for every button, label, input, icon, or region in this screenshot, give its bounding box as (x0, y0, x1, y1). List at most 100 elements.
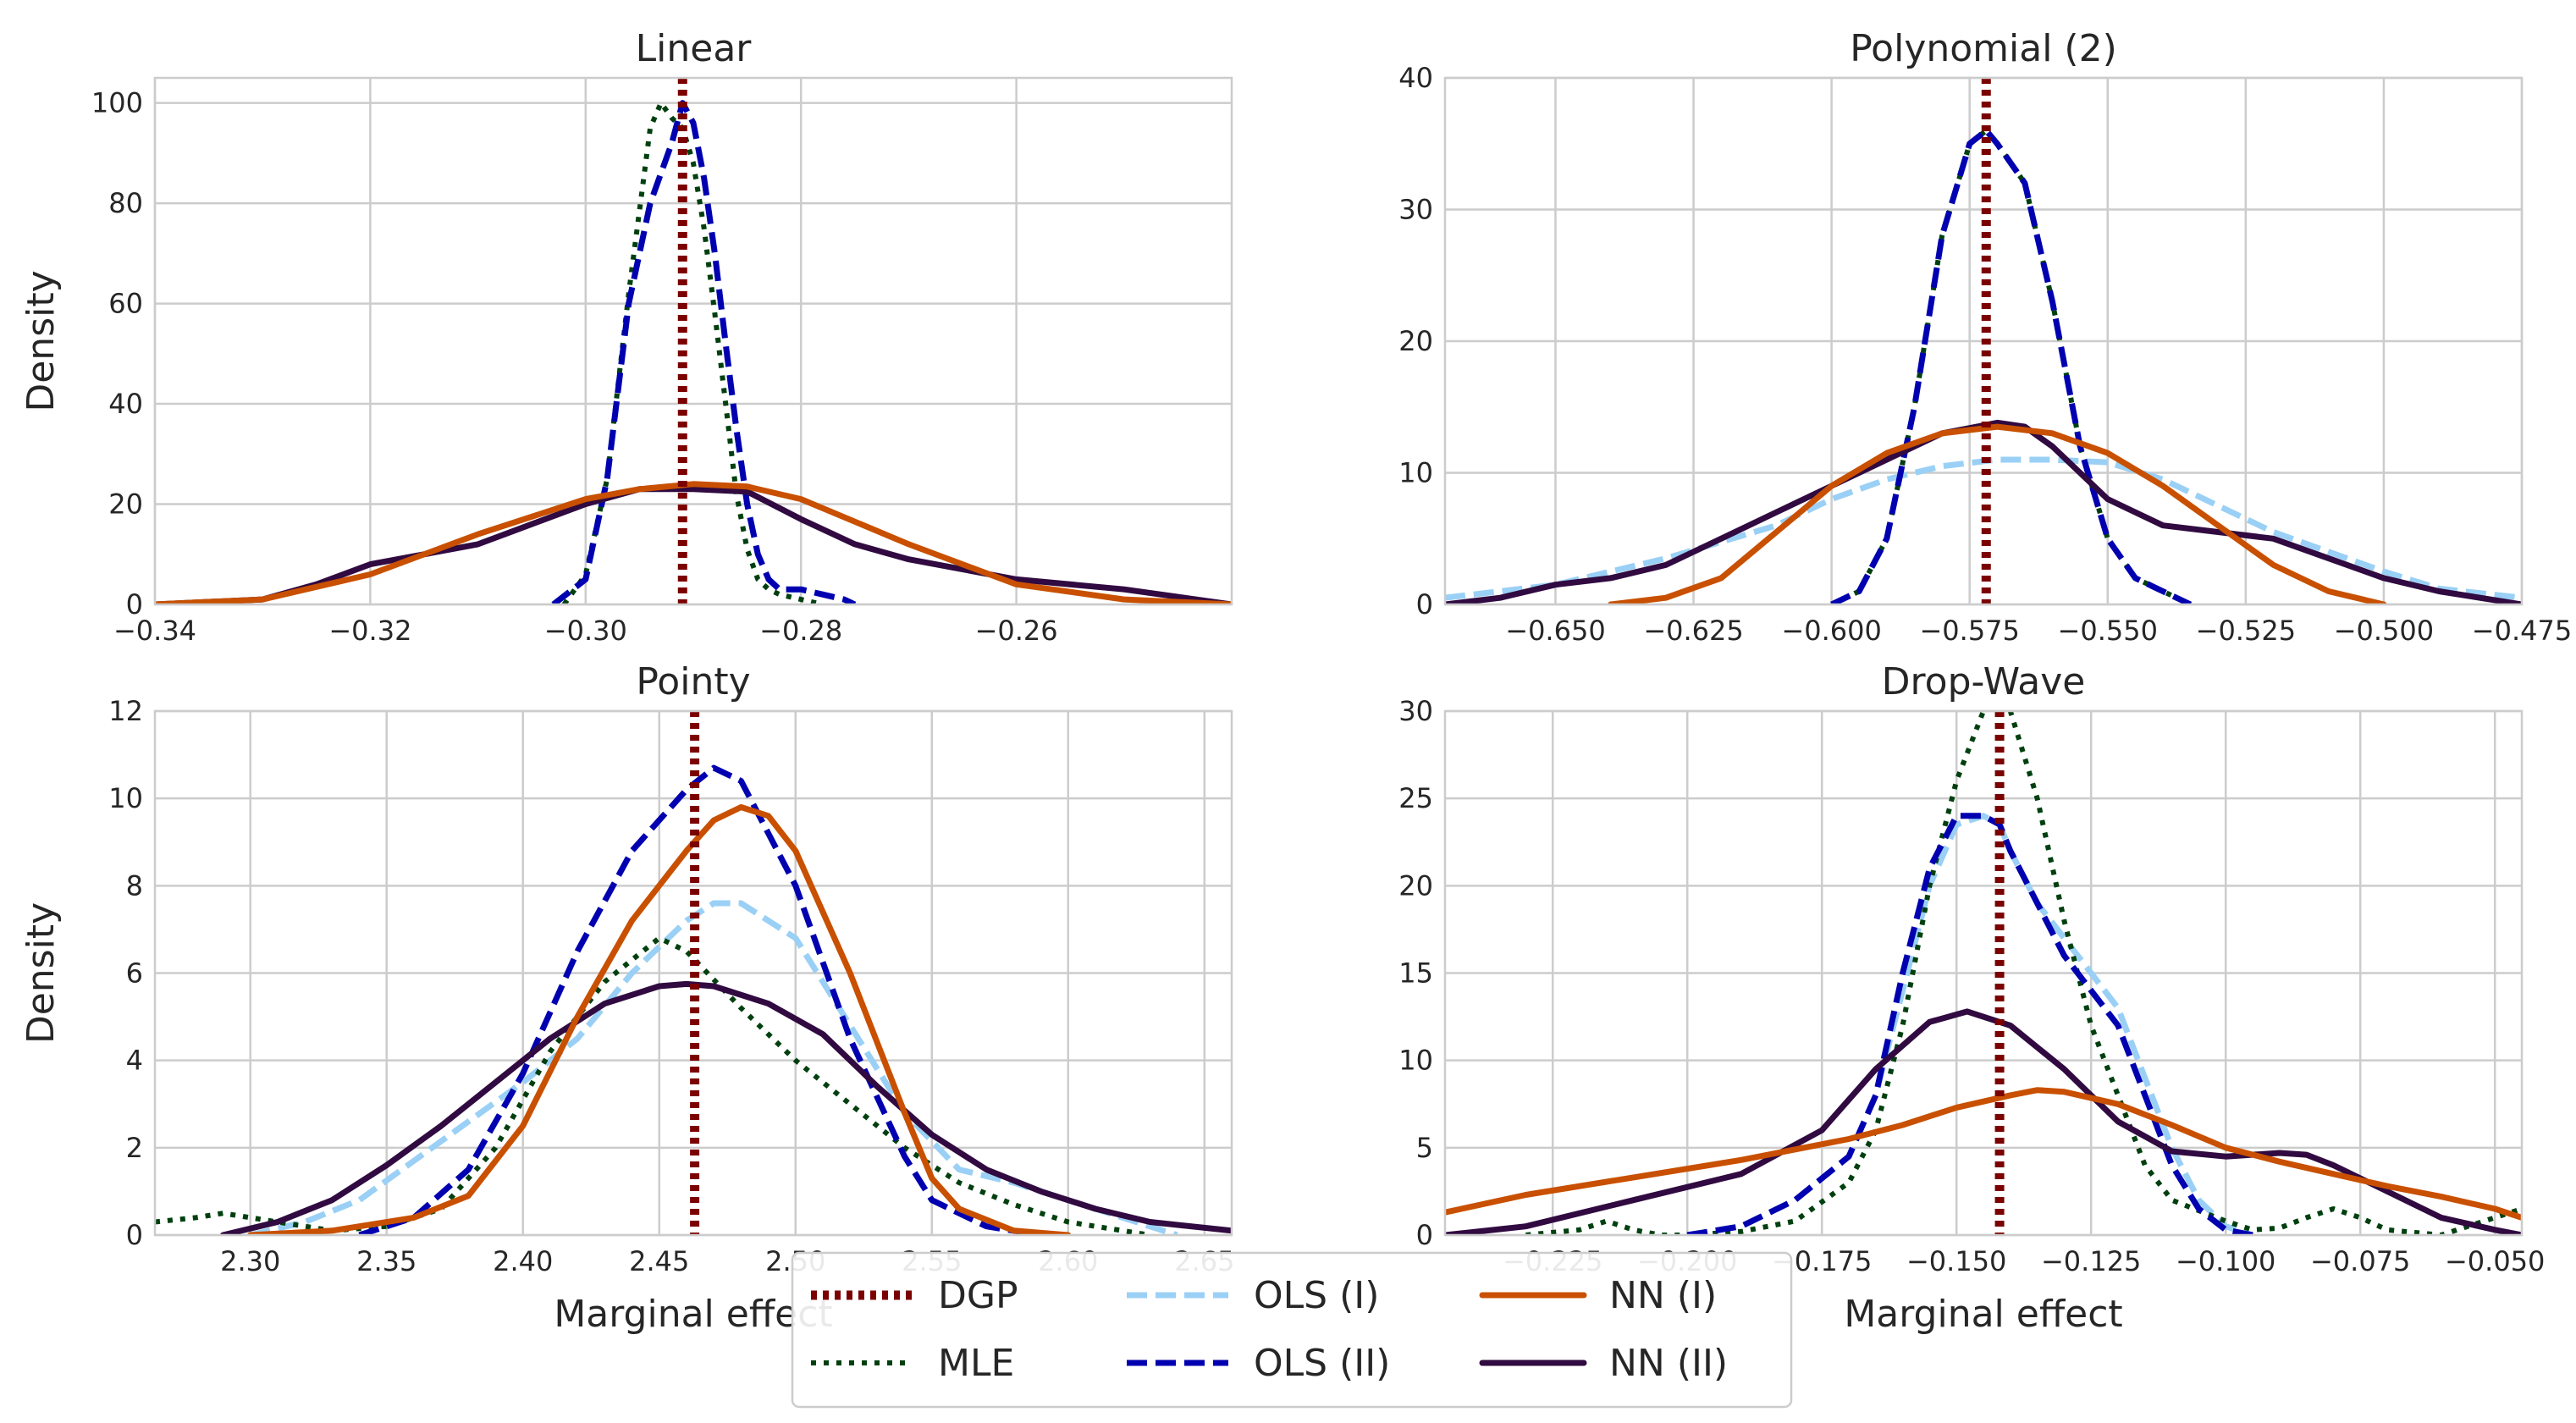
grid (1445, 709, 2522, 1237)
grid (153, 78, 1232, 606)
y-tick-label: 0 (126, 588, 143, 620)
y-axis-label: Density (19, 270, 63, 411)
y-tick-label: 10 (1398, 1045, 1433, 1077)
legend-item-ols-ii: OLS (II) (1127, 1342, 1390, 1385)
x-tick-label: −0.150 (1906, 1245, 2006, 1277)
series-line-ols-ii (358, 764, 1042, 1235)
x-tick-label: −0.525 (2196, 615, 2296, 647)
x-tick-label: −0.050 (2445, 1245, 2545, 1277)
x-tick-label: −0.28 (759, 615, 842, 647)
x-tick-label: −0.34 (113, 615, 196, 647)
axes-frame (1443, 76, 2524, 606)
x-tick-label: −0.100 (2176, 1245, 2275, 1277)
series-line-ols-ii (551, 100, 857, 604)
x-tick-label: −0.26 (975, 615, 1058, 647)
panel-pointy: 2.302.352.402.452.502.552.602.6502468101… (19, 660, 1234, 1336)
y-tick-label: 10 (1398, 457, 1433, 489)
y-tick-label: 0 (126, 1219, 143, 1251)
x-tick-label: −0.500 (2334, 615, 2434, 647)
legend-frame (791, 1251, 1793, 1409)
legend-label: NN (II) (1609, 1342, 1728, 1385)
x-tick-label: −0.125 (2041, 1245, 2141, 1277)
panel-title: Pointy (636, 660, 750, 703)
panel-linear: −0.34 −0.32 −0.30 −0.28 −0.26 0 20 40 60 80 100 Lin… (19, 27, 1233, 647)
y-tick-label: 80 (108, 187, 143, 219)
series-line-ols-ii (1830, 127, 2193, 604)
x-tick-label: −0.625 (1643, 615, 1743, 647)
legend-label: OLS (II) (1254, 1342, 1390, 1385)
series-group (1445, 711, 2522, 1235)
y-tick-label: 40 (1398, 62, 1433, 94)
series-line-nn-i (247, 804, 1072, 1235)
series-line-nn-i (1608, 423, 2387, 604)
series-line-mle (155, 935, 1150, 1235)
x-tick-label: −0.600 (1781, 615, 1881, 647)
series-line-ols-ii (1686, 813, 2253, 1235)
y-tick-label: 100 (91, 87, 143, 119)
axes-frame (153, 709, 1233, 1237)
x-axis-label: Marginal effect (554, 1293, 832, 1336)
y-tick-label: 4 (126, 1045, 143, 1077)
x-tick-label: 2.30 (220, 1245, 280, 1277)
y-tick-label: 0 (1416, 1219, 1433, 1251)
series-group (155, 78, 1232, 604)
y-tick-label: 20 (108, 488, 143, 521)
panel-title: Linear (636, 27, 753, 70)
y-tick-label: 30 (1398, 194, 1433, 226)
series-group (1445, 78, 2522, 604)
panel-title: Polynomial (2) (1850, 27, 2117, 70)
panel-drop-wave: −0.225−0.200−0.175−0.150−0.125−0.100−0.0… (1398, 660, 2545, 1336)
x-tick-label: −0.550 (2058, 615, 2158, 647)
y-tick-label: 40 (108, 388, 143, 420)
x-tick-label: 2.45 (629, 1245, 689, 1277)
y-tick-label: 12 (108, 695, 143, 727)
legend-label: MLE (938, 1342, 1014, 1385)
series-line-nn-i (155, 481, 1232, 604)
x-axis-label: Marginal effect (1844, 1293, 2122, 1336)
y-tick-label: 15 (1398, 957, 1433, 990)
x-tick-label: −0.650 (1505, 615, 1605, 647)
legend-item-mle: MLE (811, 1342, 1014, 1385)
y-tick-label: 6 (126, 957, 143, 990)
x-tick-label: 2.40 (493, 1245, 553, 1277)
panel-polynomial: −0.650 −0.625 −0.600 −0.575 −0.550 −0.525 −0.5… (1398, 27, 2572, 647)
y-tick-label: 25 (1398, 782, 1433, 814)
x-tick-label: −0.30 (544, 615, 627, 647)
y-tick-label: 8 (126, 869, 143, 902)
legend-item-nn-i: NN (I) (1479, 1274, 1717, 1317)
y-axis-label: Density (19, 902, 63, 1044)
series-line-mle (1830, 128, 2192, 604)
x-tick-label: −0.32 (328, 615, 411, 647)
series-line-ols-i (1686, 813, 2254, 1235)
series-group (155, 711, 1232, 1235)
series-line-ols-i (249, 900, 1178, 1235)
panel-title: Drop-Wave (1882, 660, 2086, 703)
y-tick-label: 0 (1416, 588, 1433, 620)
series-line-nn-i (1445, 1087, 2522, 1221)
axes-frame (1443, 709, 2524, 1237)
x-tick-label: −0.475 (2472, 615, 2572, 647)
y-tick-label: 5 (1416, 1132, 1433, 1164)
y-tick-label: 30 (1398, 695, 1433, 727)
y-tick-label: 60 (108, 288, 143, 320)
legend-item-dgp: DGP (811, 1274, 1018, 1317)
legend-item-ols-i: OLS (I) (1127, 1274, 1379, 1317)
y-tick-label: 10 (108, 782, 143, 814)
series-line-nn-ii (220, 980, 1232, 1235)
x-tick-label: −0.075 (2310, 1245, 2410, 1277)
legend: DGP MLE OLS (I) OLS (II) NN (I) NN (II) (791, 1251, 1793, 1409)
series-line-nn-ii (1445, 419, 2522, 604)
y-tick-label: 2 (126, 1132, 143, 1164)
y-tick-label: 20 (1398, 869, 1433, 902)
legend-label: NN (I) (1609, 1274, 1717, 1317)
legend-label: OLS (I) (1254, 1274, 1379, 1317)
series-line-ols-i (1445, 456, 2522, 601)
series-line-mle (1525, 711, 2522, 1235)
x-tick-label: −0.575 (1919, 615, 2019, 647)
x-tick-label: 2.35 (356, 1245, 416, 1277)
axes-frame (153, 76, 1233, 606)
legend-label: DGP (938, 1274, 1018, 1317)
legend-item-nn-ii: NN (II) (1479, 1342, 1728, 1385)
y-tick-label: 20 (1398, 325, 1433, 357)
